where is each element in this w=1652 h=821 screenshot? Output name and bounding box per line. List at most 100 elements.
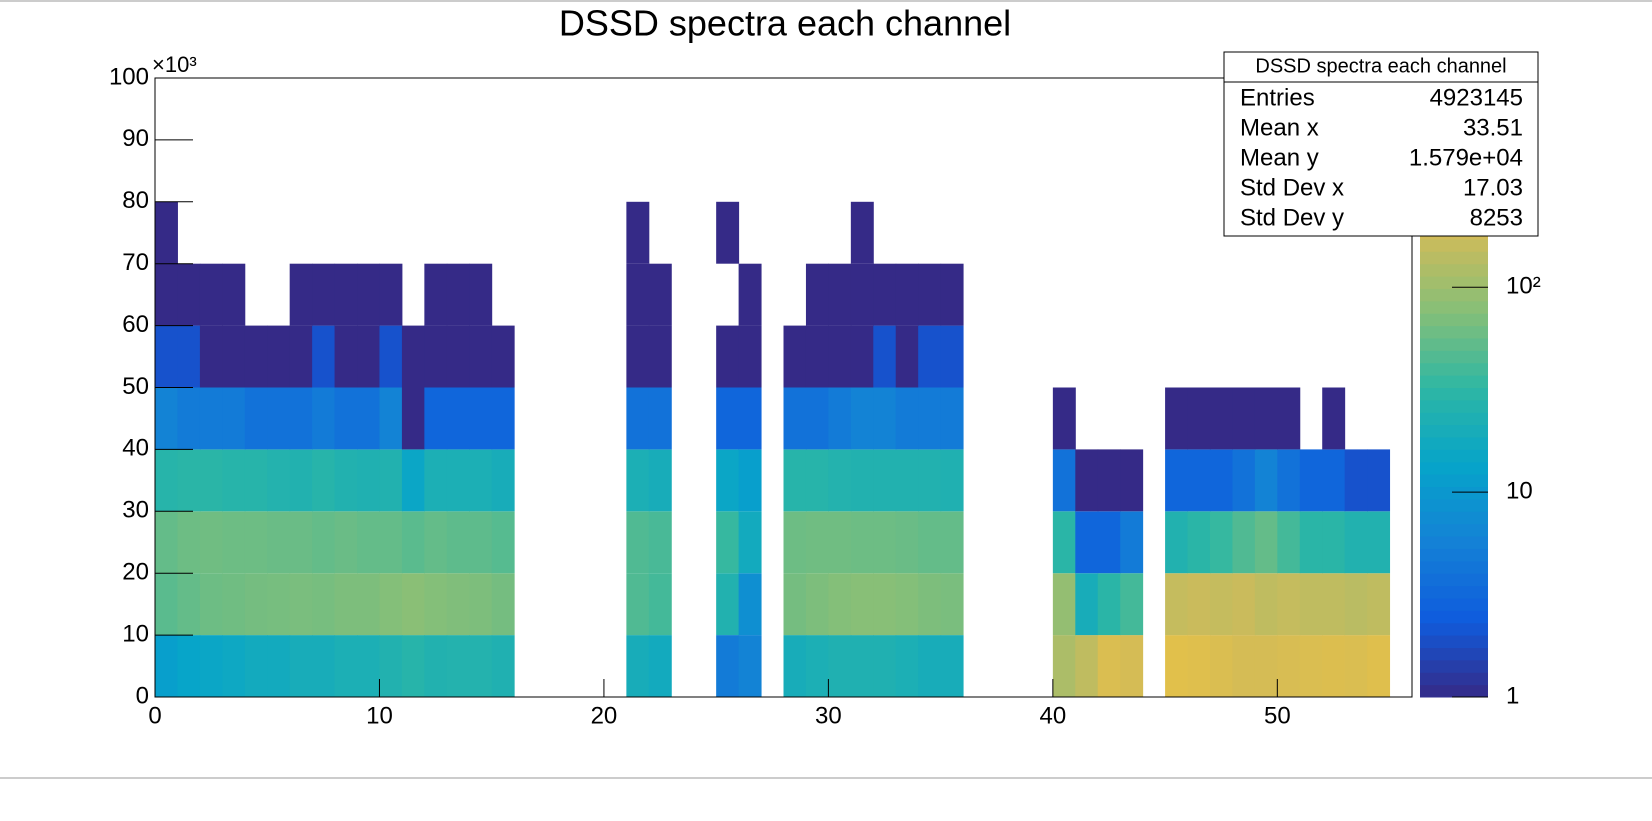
- cell: [424, 635, 448, 697]
- cell: [312, 511, 336, 574]
- palette-step: [1420, 560, 1488, 574]
- stats-value: 33.51: [1463, 114, 1523, 141]
- z-tick-label: 1: [1506, 682, 1519, 709]
- cell: [850, 387, 874, 450]
- y-tick-label: 50: [122, 373, 149, 400]
- cell: [648, 387, 672, 450]
- cell: [1209, 387, 1233, 450]
- cell: [716, 449, 740, 512]
- y-tick-label: 20: [122, 559, 149, 586]
- palette-step: [1420, 424, 1488, 438]
- cell: [805, 449, 829, 512]
- palette-step: [1420, 523, 1488, 537]
- cell: [1097, 449, 1121, 512]
- cell: [222, 573, 246, 636]
- palette-step: [1420, 313, 1488, 327]
- y-tick-label: 10: [122, 620, 149, 647]
- cell: [357, 573, 380, 636]
- cells: [155, 201, 1391, 697]
- cell: [312, 263, 336, 326]
- cell: [1322, 573, 1346, 636]
- cell: [1075, 573, 1099, 636]
- cell: [155, 263, 178, 326]
- cell: [401, 449, 425, 512]
- cell: [1120, 511, 1144, 574]
- cell: [1277, 387, 1301, 450]
- cell: [648, 573, 672, 636]
- cell: [199, 635, 223, 697]
- palette-step: [1420, 300, 1488, 314]
- cell: [1165, 635, 1189, 697]
- cell: [312, 387, 336, 450]
- cell: [1052, 635, 1076, 697]
- cell: [424, 263, 448, 326]
- cell: [805, 263, 829, 326]
- cell: [379, 325, 403, 388]
- palette-step: [1420, 387, 1488, 401]
- cell: [1165, 387, 1189, 450]
- cell: [626, 201, 650, 264]
- cell: [244, 635, 268, 697]
- cell: [1277, 449, 1301, 512]
- palette-step: [1420, 350, 1488, 364]
- cell: [424, 387, 448, 450]
- cell: [850, 635, 874, 697]
- cell: [1165, 449, 1189, 512]
- cell: [334, 635, 358, 697]
- cell: [491, 449, 515, 512]
- palette-step: [1420, 536, 1488, 549]
- palette-step: [1420, 437, 1488, 450]
- cell: [289, 635, 313, 697]
- cell: [312, 635, 336, 697]
- cell: [244, 387, 268, 450]
- y-tick-label: 90: [122, 125, 149, 152]
- cell: [1187, 573, 1211, 636]
- cell: [334, 263, 358, 326]
- cell: [446, 325, 470, 388]
- cell: [918, 573, 942, 636]
- cell: [626, 387, 650, 450]
- cell: [1097, 573, 1121, 636]
- cell: [918, 449, 942, 512]
- cell: [918, 263, 942, 326]
- cell: [1232, 573, 1256, 636]
- cell: [626, 635, 650, 697]
- stats-box: DSSD spectra each channel Entries 4923145…: [1223, 51, 1539, 237]
- cell: [446, 573, 470, 636]
- cell: [648, 449, 672, 512]
- cell: [895, 387, 919, 450]
- cell: [805, 511, 829, 574]
- cell: [648, 635, 672, 697]
- cell: [177, 449, 201, 512]
- cell: [177, 387, 201, 450]
- cell: [940, 325, 964, 388]
- cell: [155, 201, 178, 264]
- cell: [289, 325, 313, 388]
- cell: [446, 511, 470, 574]
- y-tick-label: 40: [122, 435, 149, 462]
- cell: [357, 325, 380, 388]
- cell: [1277, 635, 1301, 697]
- palette-step: [1420, 412, 1488, 426]
- stats-value: 4923145: [1430, 84, 1523, 111]
- cell: [267, 511, 291, 574]
- cell: [850, 511, 874, 574]
- cell: [469, 573, 493, 636]
- cell: [401, 325, 425, 388]
- cell: [1322, 387, 1346, 450]
- cell: [626, 449, 650, 512]
- cell: [1344, 449, 1368, 512]
- palette-step: [1420, 672, 1488, 686]
- cell: [783, 449, 807, 512]
- cell: [828, 635, 852, 697]
- cell: [267, 635, 291, 697]
- cell: [1232, 511, 1256, 574]
- cell: [738, 325, 762, 388]
- cell: [312, 573, 336, 636]
- cell: [1232, 449, 1256, 512]
- y-tick-label: 100: [109, 63, 149, 90]
- cell: [783, 635, 807, 697]
- y-tick-label: 80: [122, 187, 149, 214]
- cell: [401, 387, 425, 450]
- cell: [357, 449, 380, 512]
